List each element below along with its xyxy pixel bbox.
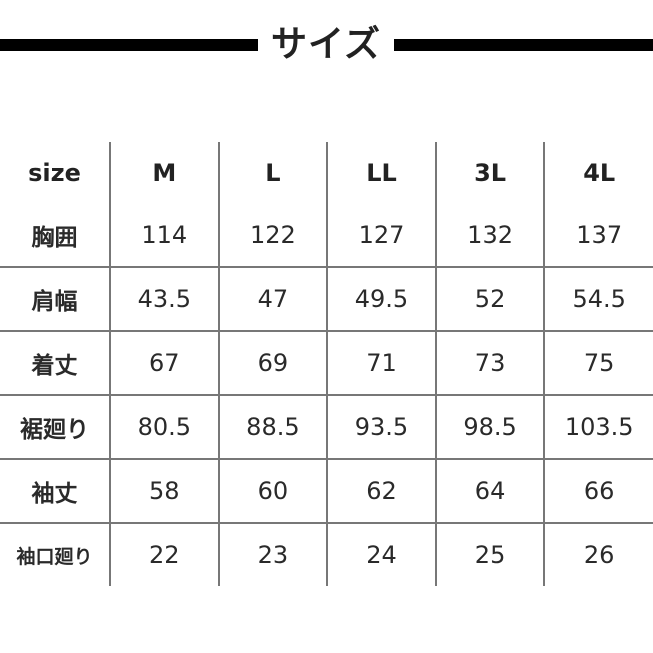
title-bar-left	[0, 39, 258, 51]
row-label: 肩幅	[0, 266, 110, 331]
title-bar-right	[394, 39, 653, 51]
header-size-LL: LL	[326, 142, 436, 204]
table-cell: 67	[109, 330, 219, 395]
table-cell: 66	[543, 458, 653, 523]
header-size-label: size	[28, 159, 81, 187]
row-label: 袖口廻り	[0, 522, 110, 586]
table-cell: 25	[434, 522, 545, 586]
header-size-4L: 4L	[543, 142, 653, 204]
table-row: 胸囲 114 122 127 132 137	[0, 204, 653, 267]
table-row: 袖丈 58 60 62 64 66	[0, 458, 653, 523]
table-cell: 127	[326, 204, 436, 267]
table-cell: 71	[326, 330, 436, 395]
table-cell: 43.5	[109, 266, 219, 331]
table-cell: 69	[217, 330, 328, 395]
row-label: 胸囲	[31, 225, 78, 251]
table-cell: 54.5	[543, 266, 653, 331]
table-cell: 58	[109, 458, 219, 523]
table-cell: 132	[434, 204, 545, 267]
table-row: 裾廻り 80.5 88.5 93.5 98.5 103.5	[0, 394, 653, 459]
table-cell: 103.5	[543, 394, 653, 459]
size-table: size M L LL 3L 4L 胸囲 114 122 127 132 137 肩幅 43.5 47 49…	[0, 142, 653, 586]
table-cell: 122	[217, 204, 328, 267]
table-cell: 60	[217, 458, 328, 523]
table-cell: 114	[109, 204, 219, 267]
row-label: 着丈	[0, 330, 110, 395]
table-cell: 47	[217, 266, 328, 331]
table-cell: 88.5	[217, 394, 328, 459]
table-cell: 75	[543, 330, 653, 395]
page-title: サイズ	[271, 24, 381, 65]
table-cell: 49.5	[326, 266, 436, 331]
table-cell: 93.5	[326, 394, 436, 459]
table-cell: 137	[543, 204, 653, 267]
table-cell: 23	[217, 522, 328, 586]
table-cell: 62	[326, 458, 436, 523]
table-cell: 98.5	[434, 394, 545, 459]
table-cell: 52	[434, 266, 545, 331]
table-cell: 26	[543, 522, 653, 586]
header-size-M: M	[109, 142, 219, 204]
table-cell: 64	[434, 458, 545, 523]
table-row: 肩幅 43.5 47 49.5 52 54.5	[0, 266, 653, 331]
table-cell: 22	[109, 522, 219, 586]
table-row: 袖口廻り 22 23 24 25 26	[0, 522, 653, 586]
header-size-3L: 3L	[434, 142, 545, 204]
header-row: size M L LL 3L 4L	[0, 142, 653, 204]
row-label: 袖丈	[0, 458, 110, 523]
table-cell: 24	[326, 522, 436, 586]
header-size-L: L	[217, 142, 328, 204]
table-cell: 73	[434, 330, 545, 395]
table-row: 着丈 67 69 71 73 75	[0, 330, 653, 395]
row-label: 裾廻り	[0, 394, 110, 459]
table-cell: 80.5	[109, 394, 219, 459]
